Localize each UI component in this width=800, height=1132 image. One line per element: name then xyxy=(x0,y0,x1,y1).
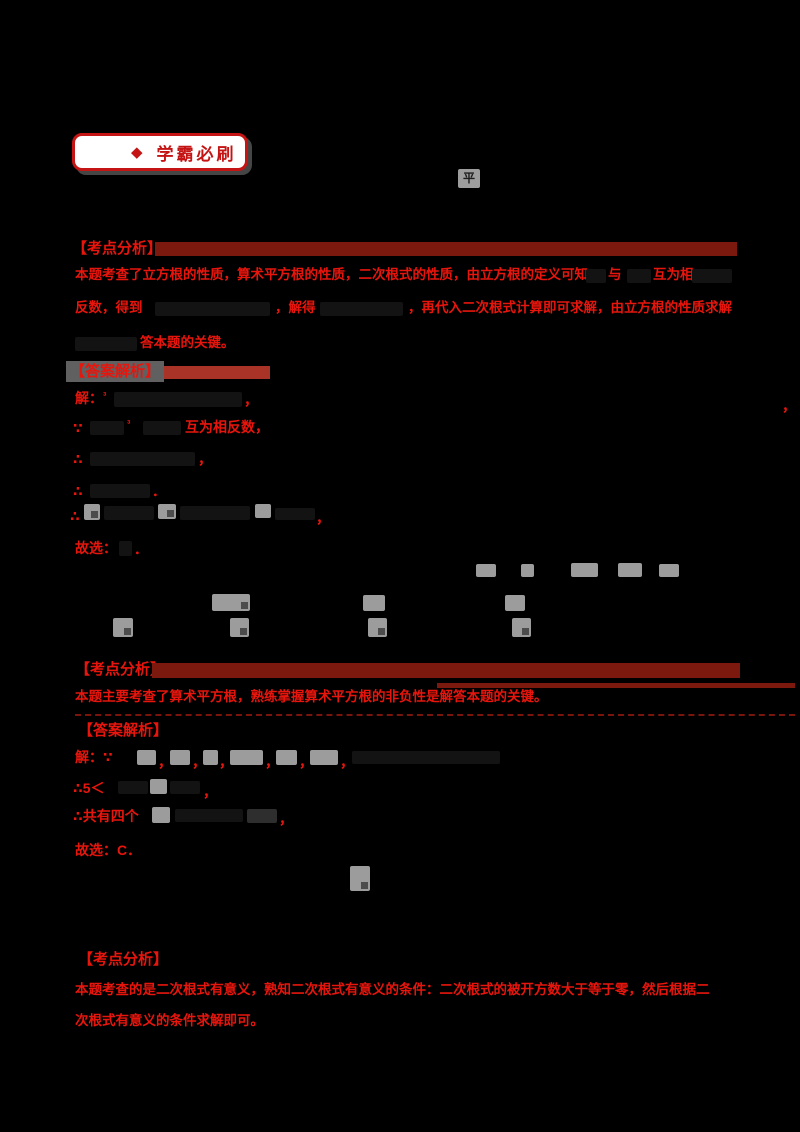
math-comma: ， xyxy=(203,784,217,800)
huwei-text: 互为相反数， xyxy=(185,419,269,435)
header-band xyxy=(164,366,270,379)
section4-header: 【答案解析】 xyxy=(78,722,169,739)
answer-letter-fragment xyxy=(119,541,132,556)
math-comma: ， xyxy=(299,754,313,770)
header-highlight xyxy=(66,361,164,382)
formula-fragment xyxy=(137,750,156,765)
formula-fragment xyxy=(255,504,271,518)
header-band-thin xyxy=(437,683,795,688)
math-comma: ， xyxy=(192,754,206,770)
section2-header: 【答案解析】 xyxy=(70,363,161,380)
formula-fragment xyxy=(150,779,167,794)
analysis-line1-conj: 与 xyxy=(608,267,622,282)
option-d-formula xyxy=(512,618,531,637)
formula-fragment xyxy=(247,809,277,823)
display-formula-fragment xyxy=(350,866,370,891)
badge-label: 学霸必刷 xyxy=(156,144,237,164)
math-comma: ， xyxy=(244,392,258,408)
formula-fragment xyxy=(84,504,100,520)
formula-fragment xyxy=(90,484,150,498)
math-comma: ， xyxy=(279,811,293,827)
analysis2-para: 本题主要考查了算术平方根，熟练掌握算术平方根的非负性是解答本题的关键。 xyxy=(75,689,548,704)
formula-fragment xyxy=(320,302,403,316)
cube-root-index: ³ xyxy=(103,391,107,402)
formula-fragment xyxy=(618,563,642,577)
formula-fragment xyxy=(276,750,297,765)
option-a-formula xyxy=(113,618,133,637)
formula-fragment xyxy=(692,269,732,283)
option-b-formula xyxy=(230,618,249,637)
therefore-symbol: ∴ xyxy=(70,508,80,524)
section1-header: 【考点分析】 xyxy=(72,240,163,257)
formula-fragment xyxy=(275,508,315,520)
formula-fragment xyxy=(118,781,148,794)
therefore-symbol: ∴ xyxy=(73,451,83,467)
guxuan-label: 故选： xyxy=(75,540,117,556)
section-divider xyxy=(75,714,795,716)
analysis-line2c: ，再代入二次根式计算即可求解，由立方根的性质求解 xyxy=(408,300,732,315)
analysis3-line2: 次根式有意义的条件求解即可。 xyxy=(75,1013,264,1028)
formula-fragment xyxy=(230,750,263,765)
section3-header: 【考点分析】 xyxy=(75,661,166,678)
math-period: ． xyxy=(152,483,166,499)
inline-formula-fragment: 平 xyxy=(458,169,480,188)
formula-fragment xyxy=(571,563,598,577)
formula-fragment xyxy=(90,452,195,466)
analysis-line3: 答本题的关键。 xyxy=(140,335,235,350)
solution2-line2: ∴5＜ xyxy=(73,780,105,796)
formula-fragment xyxy=(170,750,190,765)
section5-header: 【考点分析】 xyxy=(78,951,169,968)
diamond-icon: ◆ xyxy=(131,144,143,161)
solution-jie: 解： xyxy=(75,390,103,406)
solution2-jie: 解：∵ xyxy=(75,749,113,765)
formula-fragment xyxy=(175,809,243,822)
formula-fragment xyxy=(75,337,137,351)
analysis3-line1: 本题考查的是二次根式有意义，熟知二次根式有意义的条件：二次根式的被开方数大于等于… xyxy=(75,982,710,997)
header-band xyxy=(155,242,737,256)
badge-xueba: ◆ 学霸必刷 xyxy=(72,133,248,171)
formula-fragment xyxy=(310,750,338,765)
guxuan-answer: 故选：C． xyxy=(75,842,142,858)
because-symbol: ∵ xyxy=(73,420,83,436)
formula-fragment xyxy=(170,781,200,794)
header-band xyxy=(152,663,740,678)
math-comma: ， xyxy=(782,398,796,414)
formula-fragment xyxy=(90,421,124,435)
formula-fragment xyxy=(659,564,679,577)
formula-fragment xyxy=(155,302,270,316)
math-comma: ， xyxy=(316,510,330,526)
formula-fragment xyxy=(212,594,250,611)
analysis-line1-tail: 互为相 xyxy=(653,267,694,282)
formula-fragment xyxy=(586,269,606,283)
math-comma: ， xyxy=(340,754,354,770)
formula-fragment xyxy=(352,751,500,764)
formula-fragment xyxy=(627,269,651,283)
formula-fragment xyxy=(505,595,525,611)
math-comma: ， xyxy=(219,754,233,770)
cube-root-index: ³ xyxy=(127,419,131,430)
formula-fragment xyxy=(143,421,181,435)
formula-fragment xyxy=(203,750,218,765)
math-comma: ， xyxy=(158,754,172,770)
formula-fragment xyxy=(158,504,176,519)
analysis-line2b: ，解得 xyxy=(275,300,316,315)
option-c-formula xyxy=(368,618,387,637)
formula-fragment xyxy=(363,595,385,611)
math-comma: ， xyxy=(265,754,279,770)
analysis-line1: 本题考查了立方根的性质，算术平方根的性质，二次根式的性质，由立方根的定义可知 xyxy=(75,267,588,282)
formula-fragment xyxy=(104,506,154,520)
formula-fragment xyxy=(180,506,250,520)
formula-fragment xyxy=(476,564,496,577)
therefore-symbol: ∴ xyxy=(73,483,83,499)
solution2-line3: ∴共有四个 xyxy=(73,808,139,824)
math-comma: ， xyxy=(198,451,212,467)
formula-fragment xyxy=(152,807,170,823)
formula-fragment xyxy=(114,392,242,407)
analysis-line2a: 反数，得到 xyxy=(75,300,143,315)
formula-fragment xyxy=(521,564,534,577)
math-period: ． xyxy=(134,541,148,557)
